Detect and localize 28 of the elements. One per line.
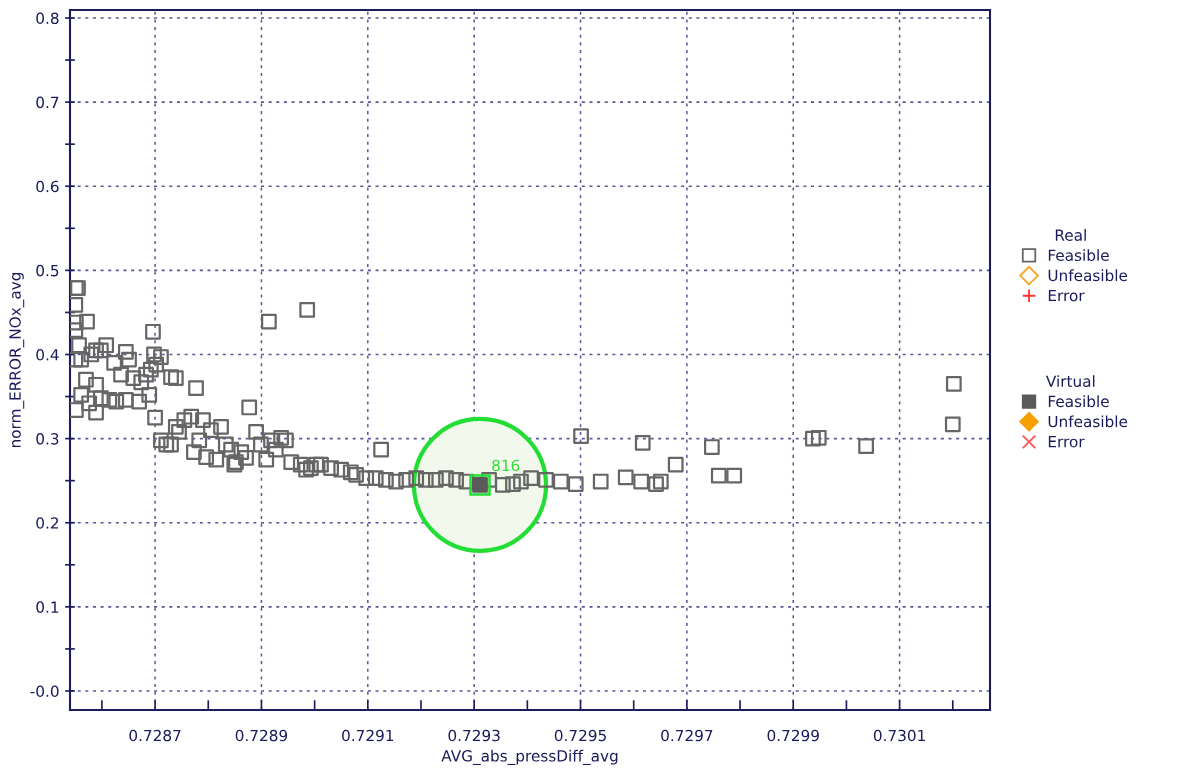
text: Virtual — [1046, 375, 1095, 388]
y-tick-label: -0.0 — [30, 685, 59, 698]
x-tick-label: 0.7291 — [342, 729, 394, 742]
y-tick-label: 0.1 — [36, 601, 59, 613]
y-axis-title: norm_ERROR_NOx_avg — [9, 272, 25, 448]
x-tick-label: 0.7297 — [661, 729, 713, 742]
y-tick-label: 0.8 — [36, 12, 59, 25]
legend-label: Unfeasible — [1048, 415, 1128, 428]
y-tick-label: 0.7 — [36, 96, 59, 109]
legend-label: Unfeasible — [1048, 269, 1128, 282]
y-tick-label: 0.3 — [36, 433, 59, 445]
y-tick-label: 0.6 — [36, 180, 59, 193]
legend-label: Feasible — [1048, 249, 1109, 262]
x-tick-label: 0.7301 — [873, 729, 925, 742]
text: Real — [1055, 229, 1086, 241]
x-tick-label: 0.7289 — [235, 729, 288, 742]
legend-label: Feasible — [1048, 395, 1109, 408]
legend-label: Error — [1048, 289, 1085, 302]
x-tick-label: 0.7293 — [448, 729, 500, 742]
y-tick-label: 0.5 — [36, 264, 59, 277]
x-tick-label: 0.7287 — [129, 729, 181, 742]
x-axis-title: AVG_abs_pressDiff_avg — [441, 749, 618, 765]
y-tick-label: 0.4 — [36, 348, 59, 361]
annotation: 816 — [492, 459, 520, 472]
y-tick-label: 0.2 — [36, 517, 59, 529]
x-tick-label: 0.7295 — [554, 729, 606, 742]
x-tick-label: 0.7299 — [767, 729, 819, 742]
legend-label: Error — [1048, 436, 1085, 448]
